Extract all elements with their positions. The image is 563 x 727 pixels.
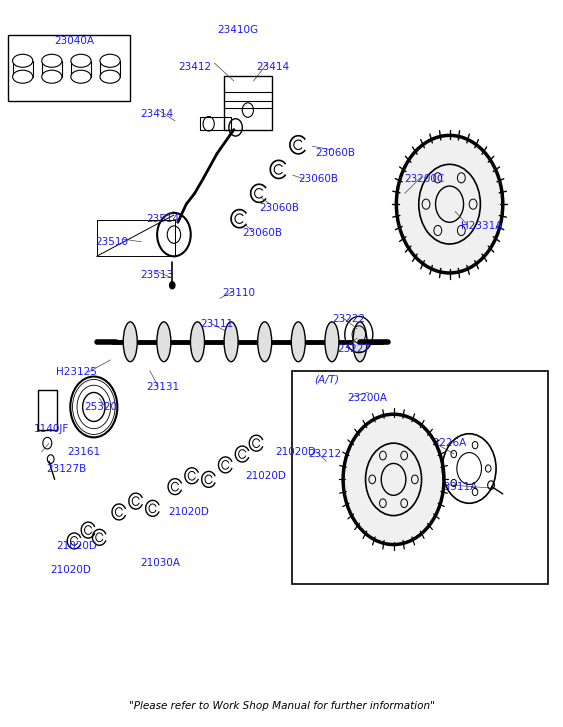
Text: 23212: 23212 xyxy=(309,449,342,459)
Ellipse shape xyxy=(71,71,91,83)
Text: 23226A: 23226A xyxy=(426,438,466,448)
Text: 25320: 25320 xyxy=(84,402,117,412)
Bar xyxy=(224,76,272,130)
Text: 21020D: 21020D xyxy=(275,447,316,457)
Text: 23227: 23227 xyxy=(338,344,370,354)
Bar xyxy=(200,117,231,130)
Text: 23131: 23131 xyxy=(146,382,179,392)
Circle shape xyxy=(169,281,175,289)
Text: 23111: 23111 xyxy=(200,318,234,329)
Text: 23200A: 23200A xyxy=(347,393,387,403)
Ellipse shape xyxy=(12,55,33,68)
Text: 1140JF: 1140JF xyxy=(34,424,69,434)
Text: 21020D: 21020D xyxy=(245,471,286,481)
Text: 23311A: 23311A xyxy=(437,481,477,491)
Text: 23222: 23222 xyxy=(332,313,365,324)
Text: 23040A: 23040A xyxy=(55,36,95,47)
Bar xyxy=(38,390,57,430)
Ellipse shape xyxy=(157,322,171,362)
Ellipse shape xyxy=(123,322,137,362)
Text: 23414: 23414 xyxy=(140,108,173,119)
Text: 21030A: 21030A xyxy=(140,558,180,568)
Text: 23514: 23514 xyxy=(146,214,179,224)
Text: 23060B: 23060B xyxy=(298,174,338,184)
Ellipse shape xyxy=(353,322,367,362)
Text: 23414: 23414 xyxy=(256,62,289,71)
Text: 21020D: 21020D xyxy=(51,565,92,575)
Bar xyxy=(292,371,548,585)
Ellipse shape xyxy=(12,71,33,83)
Text: 23412: 23412 xyxy=(178,62,211,71)
Ellipse shape xyxy=(190,322,204,362)
Ellipse shape xyxy=(224,322,238,362)
Text: 23200C: 23200C xyxy=(405,174,445,184)
Ellipse shape xyxy=(100,71,120,83)
Text: 23161: 23161 xyxy=(68,447,101,457)
Text: 21020D: 21020D xyxy=(56,541,97,551)
Text: 23060B: 23060B xyxy=(259,203,299,213)
Text: 23060B: 23060B xyxy=(315,148,355,158)
Text: 21020D: 21020D xyxy=(168,507,209,517)
Ellipse shape xyxy=(42,71,62,83)
Text: 23060B: 23060B xyxy=(242,228,282,238)
Ellipse shape xyxy=(42,55,62,68)
Text: 23510: 23510 xyxy=(96,237,128,247)
Ellipse shape xyxy=(325,322,339,362)
Bar xyxy=(97,220,175,257)
Bar xyxy=(8,35,130,101)
Text: "Please refer to Work Shop Manual for further information": "Please refer to Work Shop Manual for fu… xyxy=(128,701,435,711)
Text: 23110: 23110 xyxy=(223,287,256,297)
Text: H23125: H23125 xyxy=(56,367,97,377)
Text: 23127B: 23127B xyxy=(46,464,87,473)
Circle shape xyxy=(396,135,503,273)
Text: H2331A: H2331A xyxy=(461,221,502,231)
Text: 23410G: 23410G xyxy=(217,25,258,36)
Text: 23513: 23513 xyxy=(140,270,173,280)
Ellipse shape xyxy=(100,55,120,68)
Ellipse shape xyxy=(71,55,91,68)
Text: (A/T): (A/T) xyxy=(314,374,339,385)
Ellipse shape xyxy=(291,322,305,362)
Circle shape xyxy=(343,414,444,545)
Ellipse shape xyxy=(258,322,272,362)
